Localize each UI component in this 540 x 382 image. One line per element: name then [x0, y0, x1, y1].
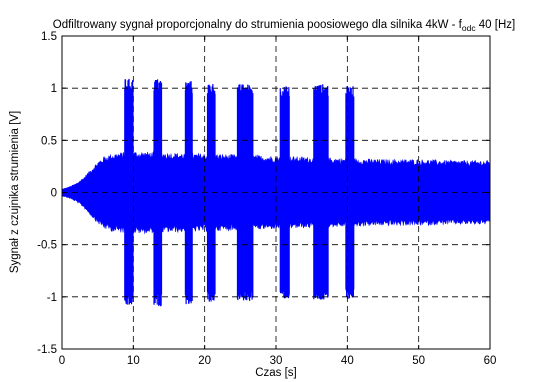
- y-tick-label: 0: [51, 188, 57, 200]
- x-tick-label: 0: [59, 355, 65, 367]
- axis-ticks: 0 10 20 30 40 50 60 1.5 1 0.5 0 -0.5 -1 -1.5: [37, 31, 496, 367]
- y-tick-label: -1.5: [37, 344, 57, 356]
- signal-burst-trace: [236, 84, 254, 301]
- chart-title: Odfiltrowany sygnał proporcjonalny do st…: [53, 19, 515, 33]
- chart-title-subscript: odc: [462, 23, 476, 33]
- y-tick-label: 1: [51, 83, 57, 95]
- x-tick-label: 50: [412, 355, 425, 367]
- signal-burst-trace: [313, 84, 329, 300]
- x-tick-label: 40: [341, 355, 354, 367]
- signal-burst-trace: [153, 79, 163, 307]
- signal-burst: [124, 78, 134, 305]
- signal-burst-trace: [124, 78, 134, 305]
- x-tick-label: 10: [127, 355, 140, 367]
- y-tick-label: -0.5: [37, 240, 57, 252]
- y-tick-label: -1: [47, 292, 57, 304]
- x-tick-label: 60: [484, 355, 497, 367]
- x-tick-label: 30: [270, 355, 283, 367]
- signal-burst: [153, 79, 163, 307]
- y-axis-label: Sygnał z czujnika strumienia [V]: [9, 111, 21, 273]
- y-tick-label: 0.5: [41, 135, 57, 147]
- signal-burst: [313, 84, 329, 300]
- signal-burst: [236, 84, 254, 301]
- x-axis-label: Czas [s]: [255, 367, 297, 379]
- chart-title-main: Odfiltrowany sygnał proporcjonalny do st…: [53, 19, 463, 31]
- grid: [62, 36, 490, 349]
- x-tick-label: 20: [198, 355, 211, 367]
- chart-title-tail: 40 [Hz]: [476, 19, 516, 31]
- y-tick-label: 1.5: [41, 31, 57, 43]
